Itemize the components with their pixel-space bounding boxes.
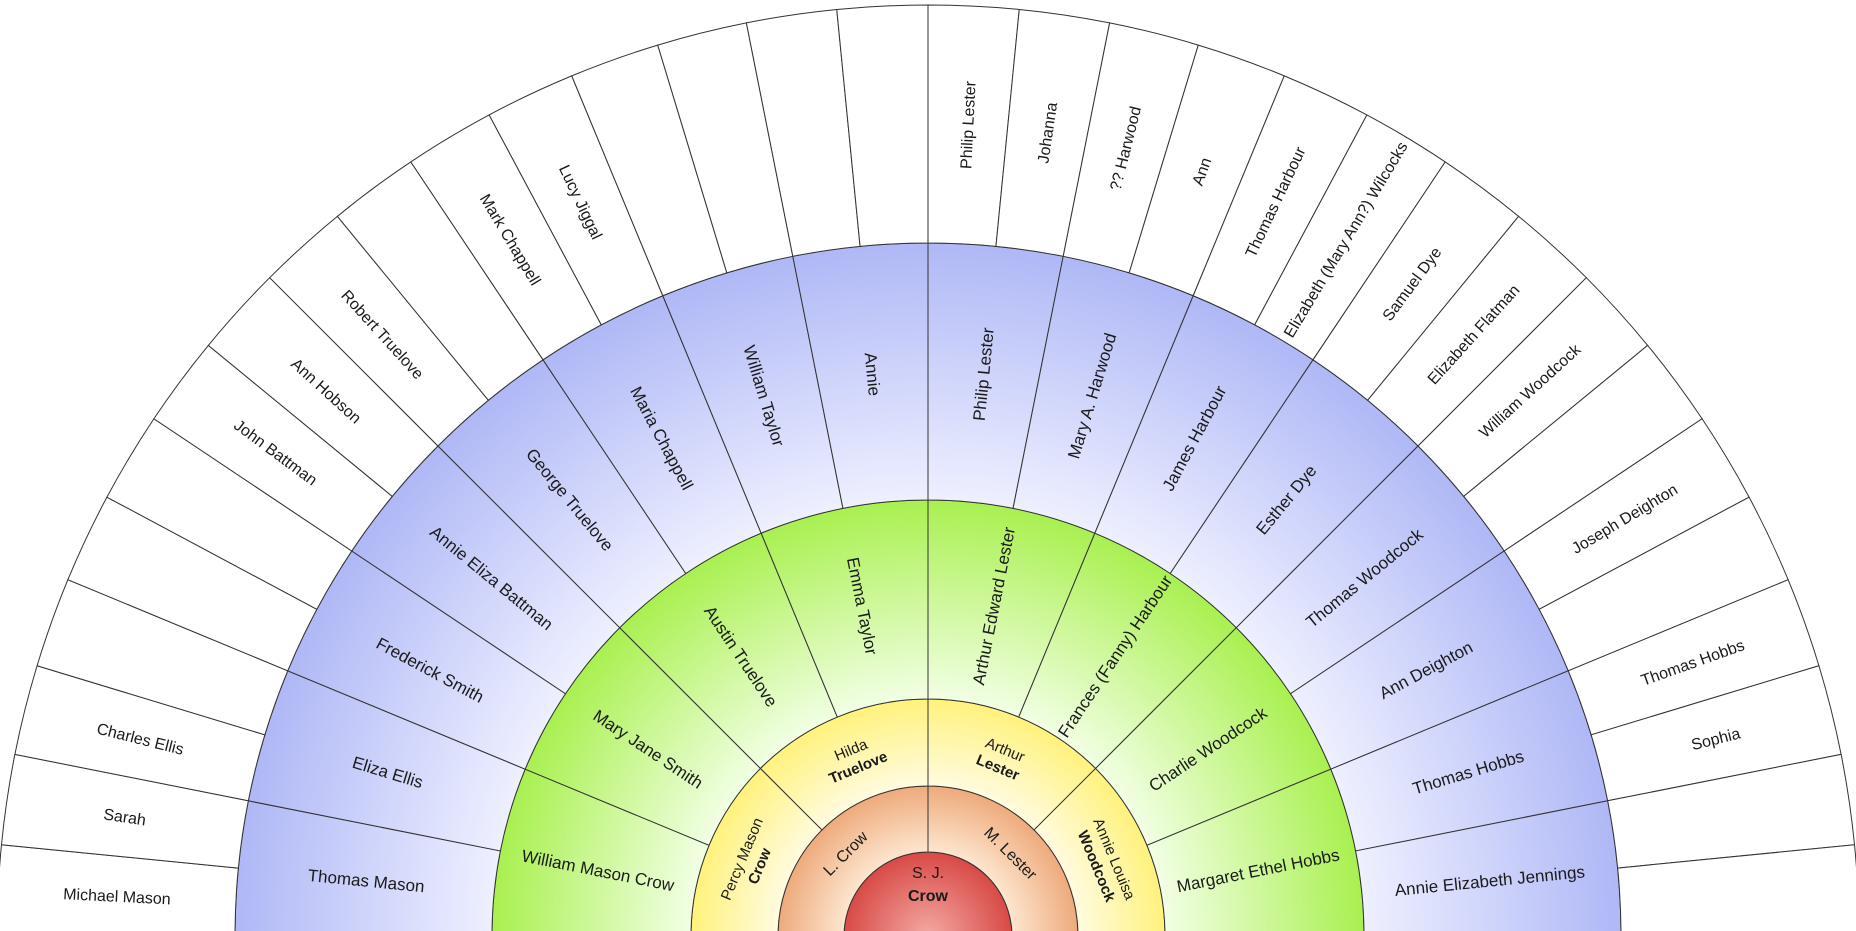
person-name: Sarah [102, 806, 147, 829]
gen6-segment-32[interactable] [1617, 844, 1856, 931]
gen6-person-1: Michael Mason [63, 886, 171, 908]
person-name: Annie [861, 352, 884, 397]
gen5-person-8: Annie [861, 352, 884, 397]
person-name: Michael Mason [63, 886, 171, 908]
gen1-person-1: S. J. Crow [908, 865, 949, 905]
gen6-person-17: Philip Lester [958, 80, 979, 169]
person-name: S. J. [912, 865, 944, 882]
person-surname: Crow [908, 888, 949, 905]
segment-layer [0, 4, 1856, 931]
person-name: Philip Lester [958, 80, 979, 169]
gen6-person-2: Sarah [102, 806, 147, 829]
